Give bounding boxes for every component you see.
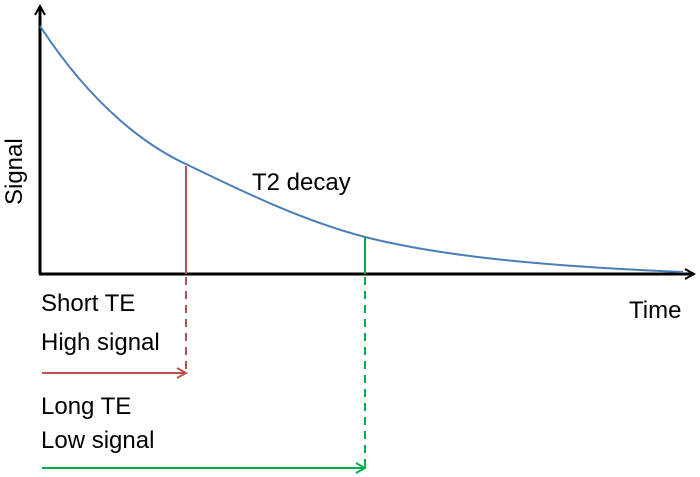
- long-te-signal: Low signal: [41, 427, 154, 454]
- short-te-signal: High signal: [41, 329, 160, 356]
- long-te-title: Long TE: [41, 393, 131, 420]
- y-axis-label: Signal: [1, 138, 28, 205]
- curve-label: T2 decay: [252, 169, 351, 196]
- short-te-title: Short TE: [41, 290, 135, 317]
- t2-decay-curve: [39, 25, 684, 273]
- x-axis-label: Time: [629, 297, 681, 324]
